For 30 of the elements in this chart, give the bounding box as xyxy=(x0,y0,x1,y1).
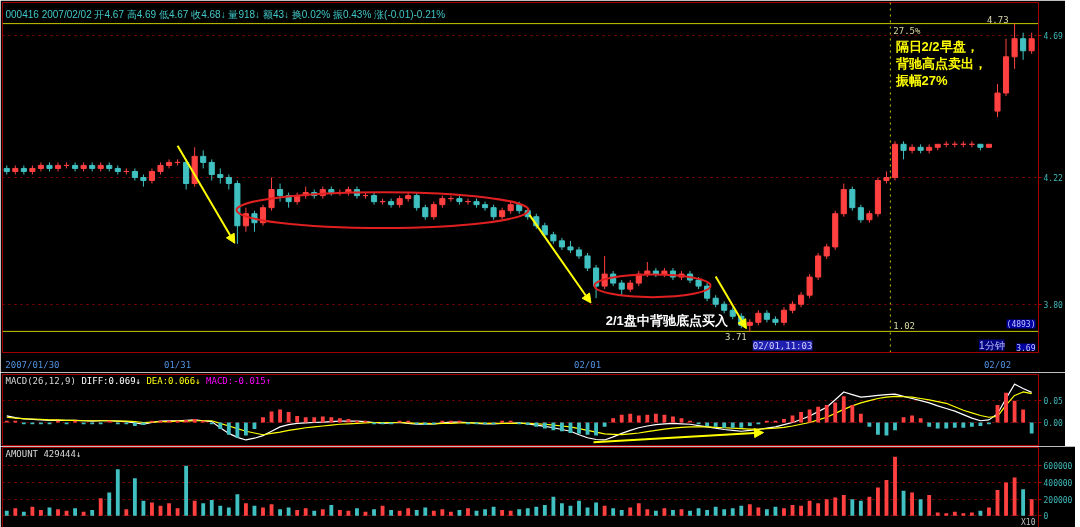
text: DIFF:0.069↓ xyxy=(81,375,141,386)
annotation: 隔日2/2早盘，背驰高点卖出，振幅27% xyxy=(894,39,987,89)
y-tick-label: 4.22 xyxy=(1043,174,1063,183)
y-tick-label: 0 xyxy=(1043,512,1049,522)
chart-title: AMOUNT 429444↓ xyxy=(5,448,82,459)
y-tick-label: 3.80 xyxy=(1043,300,1063,310)
text: DEA:0.066↓ xyxy=(146,375,201,386)
annotation: (4893) xyxy=(1006,319,1036,329)
x-tick-label: 01/31 xyxy=(164,359,192,370)
annotation: 3.71 xyxy=(725,332,747,343)
annotation: 3.69 xyxy=(1016,343,1036,353)
annotation: 2/1盘中背驰底点买入 xyxy=(605,313,729,329)
y-tick-label: 0.05 xyxy=(1043,397,1063,407)
annotation: 1分钟 xyxy=(978,339,1005,351)
y-tick-label: 400000 xyxy=(1043,479,1073,488)
text: 000416 2007/02/02 开4.67 高4.69 低4.67 收4.68↓ 量918↓ 额43↓ 换0.02% 振0.43% 涨(-0.01)-0.21% xyxy=(5,8,446,20)
annotation: 1.02 xyxy=(893,321,916,332)
annotation: 4.73 xyxy=(986,14,1009,25)
y-tick-label: 600000 xyxy=(1043,462,1073,472)
annotation: X10 xyxy=(1021,517,1036,527)
x-tick-label: 2007/01/30 xyxy=(5,359,60,370)
annotation: 27.5% xyxy=(893,25,922,36)
chart-title: MACD(26,12,9) xyxy=(5,375,76,386)
x-tick-label: 02/01 xyxy=(574,359,602,370)
x-tick-label: 02/02 xyxy=(983,359,1012,370)
y-tick-label: 0.00 xyxy=(1043,419,1063,428)
y-tick-label: 4.69 xyxy=(1043,32,1063,42)
text: MACD:-0.015↑ xyxy=(206,375,272,386)
y-tick-label: 200000 xyxy=(1043,495,1073,505)
annotation: 02/01,11:03 xyxy=(752,340,813,351)
